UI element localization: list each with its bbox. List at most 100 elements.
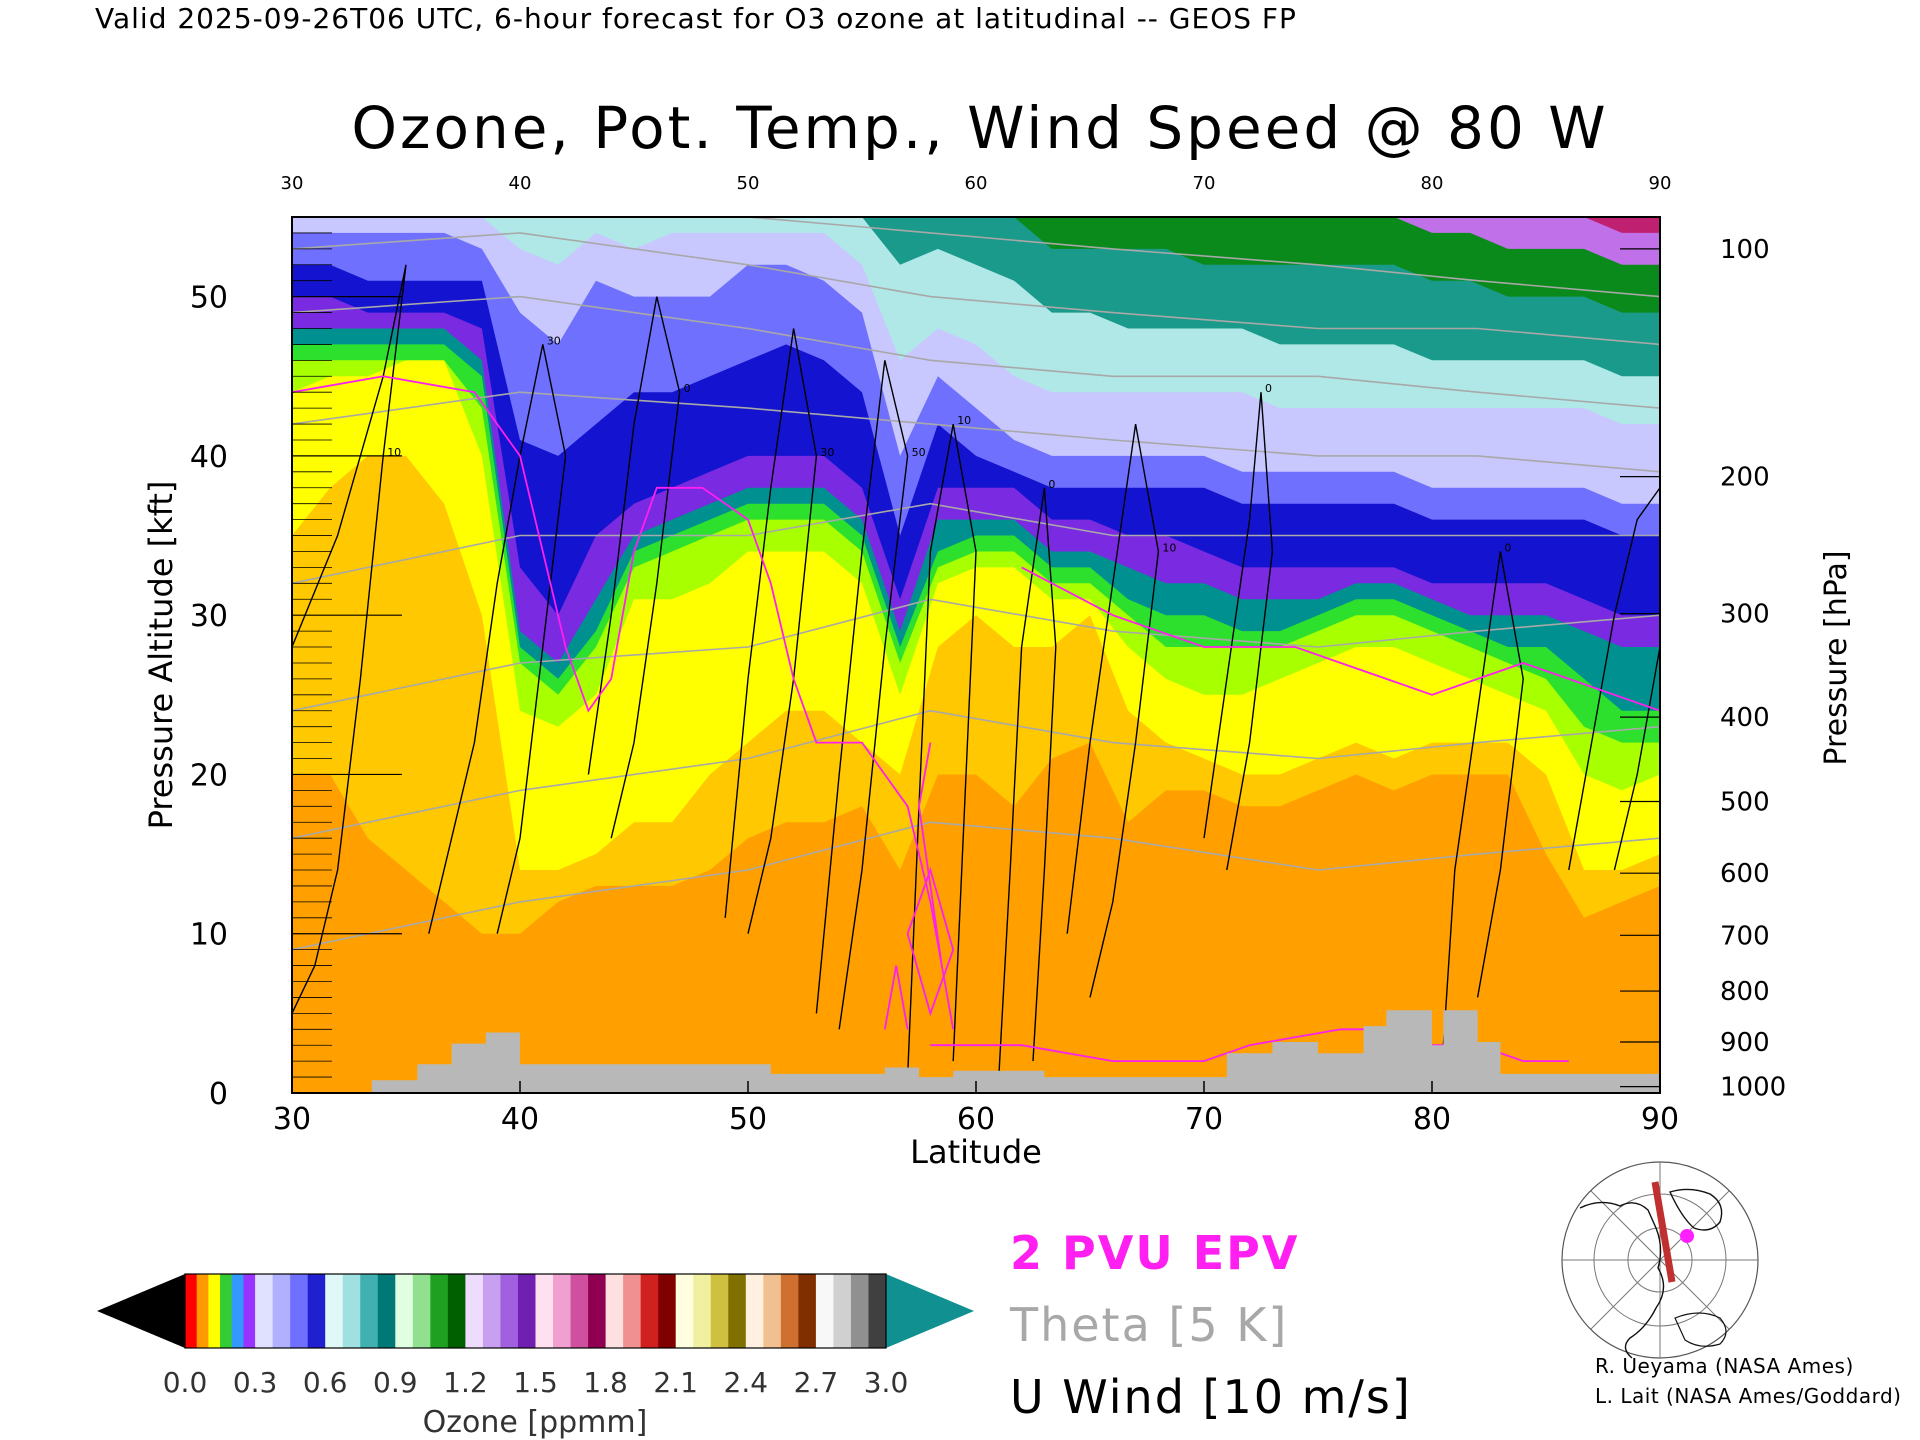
- ozone-colorbar: 0.0 0.3 0.6 0.9 1.2 1.5 1.8 2.1 2.4 2.7 3.0: [97, 1273, 974, 1399]
- colorbar-cell-2-0: [325, 1274, 344, 1348]
- u-wind-line-4: [815, 360, 909, 1030]
- x-axis-label: Latitude: [910, 1133, 1042, 1171]
- colorbar-cell-7-2: [710, 1274, 729, 1348]
- legend-epv: 2 PVU EPV: [1010, 1226, 1300, 1280]
- theta-line-4: [292, 391, 1660, 473]
- pressure-tick-label-0: 100: [1720, 235, 1770, 265]
- colorbar-cell-2-2: [360, 1274, 379, 1348]
- colorbar-cell-8-2: [780, 1274, 799, 1348]
- terrain-fill: [292, 1010, 1660, 1093]
- pv-line-2: [906, 867, 955, 1017]
- u-wind-line-7: [1066, 423, 1160, 998]
- x-tick-label-4: 70: [1185, 1102, 1223, 1137]
- colorbar-cell-8-0: [745, 1274, 764, 1348]
- colorbar-cell-9-1: [833, 1274, 852, 1348]
- theta-line-2: [292, 598, 1660, 712]
- colorbar-cell-3-1: [412, 1274, 431, 1348]
- colorbar-high-arrow: [886, 1274, 974, 1348]
- colorbar-cell-9-3: [868, 1274, 887, 1348]
- colorbar-label: Ozone [ppmm]: [423, 1405, 648, 1440]
- colorbar-cell-8-1: [763, 1274, 782, 1348]
- colorbar-cell-3-0: [395, 1274, 414, 1348]
- top-x-tick-label-4: 70: [1193, 173, 1216, 194]
- colorbar-cell-0-5: [243, 1274, 256, 1348]
- colorbar-cell-7-0: [675, 1274, 694, 1348]
- top-x-tick-label-0: 30: [281, 173, 304, 194]
- u-wind-label-7: 10: [1162, 541, 1176, 554]
- u-wind-label-4: 50: [912, 446, 926, 459]
- colorbar-cell-2-3: [377, 1274, 396, 1348]
- colorbar-cell-3-3: [447, 1274, 466, 1348]
- colorbar-cell-8-3: [798, 1274, 817, 1348]
- colorbar-tick-4: 1.2: [443, 1366, 488, 1399]
- colorbar-cell-9-2: [850, 1274, 869, 1348]
- legend-theta: Theta [5 K]: [1010, 1298, 1289, 1352]
- u-wind-line-6: [998, 487, 1057, 1078]
- u-wind-label-3: 30: [820, 446, 834, 459]
- y-tick-label-2: 20: [190, 758, 228, 793]
- pressure-tick-label-8: 900: [1720, 1028, 1770, 1058]
- polar-map-icon: [1561, 1161, 1759, 1359]
- colorbar-tick-9: 2.7: [794, 1366, 839, 1399]
- y-tick-label-1: 10: [190, 918, 228, 953]
- u-wind-line-9: [1442, 551, 1524, 1046]
- x-tick-label-0: 30: [273, 1102, 311, 1137]
- pv-line-0: [292, 375, 955, 1030]
- u-wind-label-6: 0: [1048, 478, 1055, 491]
- colorbar-cell-3-2: [430, 1274, 449, 1348]
- colorbar-tick-0: 0.0: [163, 1366, 208, 1399]
- legend-u-wind: U Wind [10 m/s]: [1010, 1370, 1412, 1424]
- top-x-tick-label-6: 90: [1649, 173, 1672, 194]
- u-wind-label-1: 30: [547, 334, 561, 347]
- x-tick-label-1: 40: [501, 1102, 539, 1137]
- pv-line-1: [883, 965, 909, 1030]
- credit-line-2: L. Lait (NASA Ames/Goddard): [1595, 1384, 1902, 1408]
- colorbar-cell-0-4: [231, 1274, 244, 1348]
- colorbar-cell-0-0: [185, 1274, 198, 1348]
- colorbar-cell-1-0: [255, 1274, 274, 1348]
- u-wind-label-2: 0: [684, 382, 691, 395]
- colorbar-tick-1: 0.3: [233, 1366, 278, 1399]
- top-x-tick-label-2: 50: [737, 173, 760, 194]
- colorbar-cell-4-3: [517, 1274, 536, 1348]
- colorbar-tick-7: 2.1: [653, 1366, 698, 1399]
- colorbar-cell-5-3: [588, 1274, 607, 1348]
- colorbar-cell-6-2: [640, 1274, 659, 1348]
- x-tick-label-3: 60: [957, 1102, 995, 1137]
- credit-line-1: R. Ueyama (NASA Ames): [1595, 1354, 1854, 1378]
- u-wind-line-1: [428, 344, 567, 934]
- u-wind-label-9: 0: [1504, 541, 1511, 554]
- x-tick-label-6: 90: [1641, 1102, 1679, 1137]
- u-wind-line-8: [1203, 392, 1274, 871]
- colorbar-low-arrow: [97, 1274, 185, 1348]
- pressure-tick-label-1: 200: [1720, 463, 1770, 493]
- y-tick-label-3: 30: [190, 599, 228, 634]
- u-wind-label-8: 0: [1265, 382, 1272, 395]
- colorbar-cell-0-1: [196, 1274, 209, 1348]
- pressure-tick-label-2: 300: [1720, 600, 1770, 630]
- y-axis-label: Pressure Altitude [kft]: [142, 481, 180, 830]
- colorbar-cell-6-0: [605, 1274, 624, 1348]
- u-wind-line-2: [587, 296, 681, 839]
- colorbar-cell-9-0: [815, 1274, 834, 1348]
- x-tick-label-2: 50: [729, 1102, 767, 1137]
- colorbar-cell-5-0: [535, 1274, 554, 1348]
- pressure-tick-label-6: 700: [1720, 921, 1770, 951]
- colorbar-tick-5: 1.5: [513, 1366, 558, 1399]
- colorbar-cell-4-0: [465, 1274, 484, 1348]
- chart-title: Ozone, Pot. Temp., Wind Speed @ 80 W: [351, 94, 1609, 162]
- ozone-band-12: [292, 217, 1660, 313]
- u-wind-line-10: [1568, 486, 1660, 871]
- colorbar-cell-1-2: [290, 1274, 309, 1348]
- colorbar-cell-4-1: [482, 1274, 501, 1348]
- colorbar-cell-2-1: [342, 1274, 361, 1348]
- colorbar-cell-7-1: [693, 1274, 712, 1348]
- colorbar-tick-2: 0.6: [303, 1366, 348, 1399]
- u-wind-line-3: [724, 328, 818, 934]
- pressure-tick-label-4: 500: [1720, 788, 1770, 818]
- colorbar-cell-4-2: [500, 1274, 519, 1348]
- u-wind-label-5: 10: [957, 414, 971, 427]
- pressure-tick-label-7: 800: [1720, 977, 1770, 1007]
- colorbar-tick-10: 3.0: [864, 1366, 909, 1399]
